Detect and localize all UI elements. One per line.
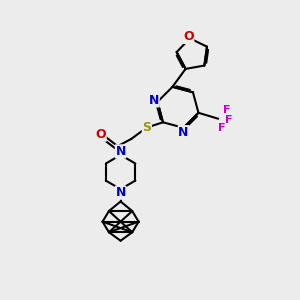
Text: F: F [218,123,226,133]
Text: F: F [223,106,230,116]
Text: N: N [149,94,159,107]
Text: O: O [183,30,194,44]
Text: N: N [116,186,126,199]
Text: N: N [116,145,126,158]
Text: S: S [142,121,151,134]
Text: N: N [178,126,189,139]
Text: O: O [95,128,106,141]
Text: F: F [225,115,232,125]
